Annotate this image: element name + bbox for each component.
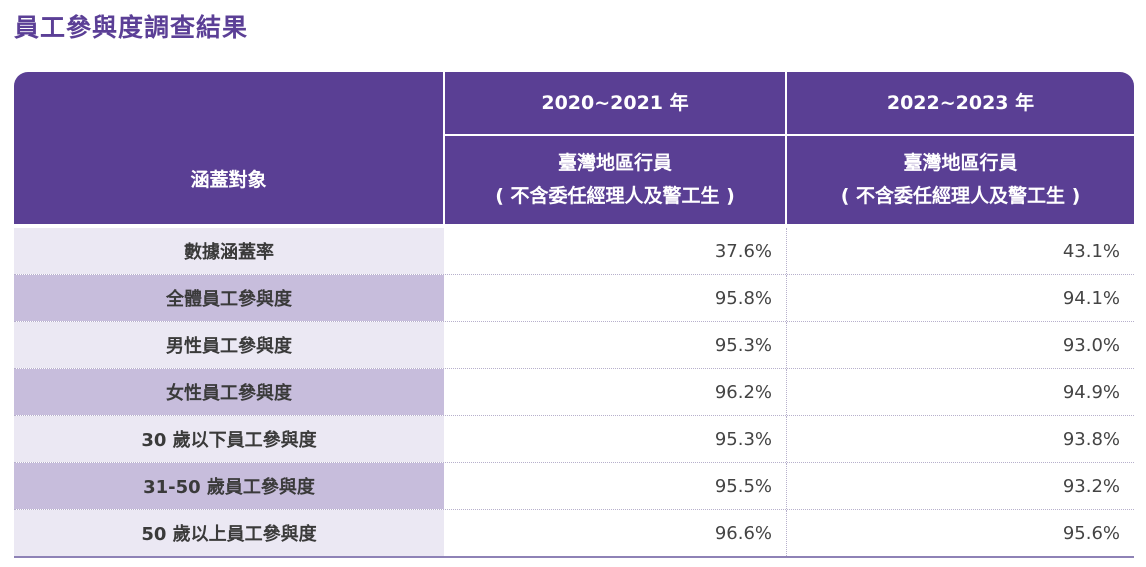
value-2020-2021: 96.2% [444,369,787,415]
page-title: 員工參與度調查結果 [14,13,249,42]
table-header: 涵蓋對象 2020~2021 年 2022~2023 年 臺灣地區行員 ( 不含… [14,72,1134,224]
header-gap [14,224,1134,228]
value-2020-2021: 95.3% [444,322,787,368]
value-2022-2023: 43.1% [1062,240,1120,262]
value-2022-2023: 93.0% [1062,334,1120,356]
row-label: 50 歲以上員工參與度 [14,510,444,556]
header-year-1: 2020~2021 年 [541,91,689,114]
value-2022-2023: 94.9% [1062,381,1120,403]
value-2020-2021: 95.3% [444,416,787,462]
header-divider [445,134,1134,136]
row-label: 30 歲以下員工參與度 [14,416,444,462]
header-divider [443,72,445,224]
table-row: 女性員工參與度 96.2% 94.9% [14,369,1134,416]
row-label: 數據涵蓋率 [14,228,444,274]
value-2022-2023: 93.8% [1062,428,1120,450]
table-row: 50 歲以上員工參與度 96.6% 95.6% [14,510,1134,558]
value-2020-2021: 95.5% [444,463,787,509]
value-2020-2021: 37.6% [444,228,787,274]
header-divider [785,72,787,224]
table-body: 數據涵蓋率 37.6% 43.1% 全體員工參與度 95.8% 94.1% 男性… [14,228,1134,558]
table-row: 全體員工參與度 95.8% 94.1% [14,275,1134,322]
header-scope-2-line2: ( 不含委任經理人及警工生 ) [840,185,1081,207]
table-row: 30 歲以下員工參與度 95.3% 93.8% [14,416,1134,463]
value-2020-2021: 96.6% [444,510,787,556]
table-row: 數據涵蓋率 37.6% 43.1% [14,228,1134,275]
header-scope-2: 臺灣地區行員 ( 不含委任經理人及警工生 ) [787,136,1134,224]
value-2020-2021: 95.8% [444,275,787,321]
header-scope-1-line1: 臺灣地區行員 [557,152,672,174]
row-label: 女性員工參與度 [14,369,444,415]
header-scope-1-line2: ( 不含委任經理人及警工生 ) [495,185,735,207]
header-scope-2-line1: 臺灣地區行員 [903,152,1018,174]
row-label: 全體員工參與度 [14,275,444,321]
header-year-2: 2022~2023 年 [886,91,1035,114]
table-row: 31-50 歲員工參與度 95.5% 93.2% [14,463,1134,510]
value-2022-2023: 93.2% [1062,475,1120,497]
row-label: 31-50 歲員工參與度 [14,463,444,509]
engagement-table: 涵蓋對象 2020~2021 年 2022~2023 年 臺灣地區行員 ( 不含… [14,72,1134,558]
table-row: 男性員工參與度 95.3% 93.0% [14,322,1134,369]
row-label: 男性員工參與度 [14,322,444,368]
value-2022-2023: 95.6% [1062,522,1120,544]
header-target-label: 涵蓋對象 [190,168,267,191]
value-2022-2023: 94.1% [1062,287,1120,309]
header-scope-1: 臺灣地區行員 ( 不含委任經理人及警工生 ) [445,136,785,224]
